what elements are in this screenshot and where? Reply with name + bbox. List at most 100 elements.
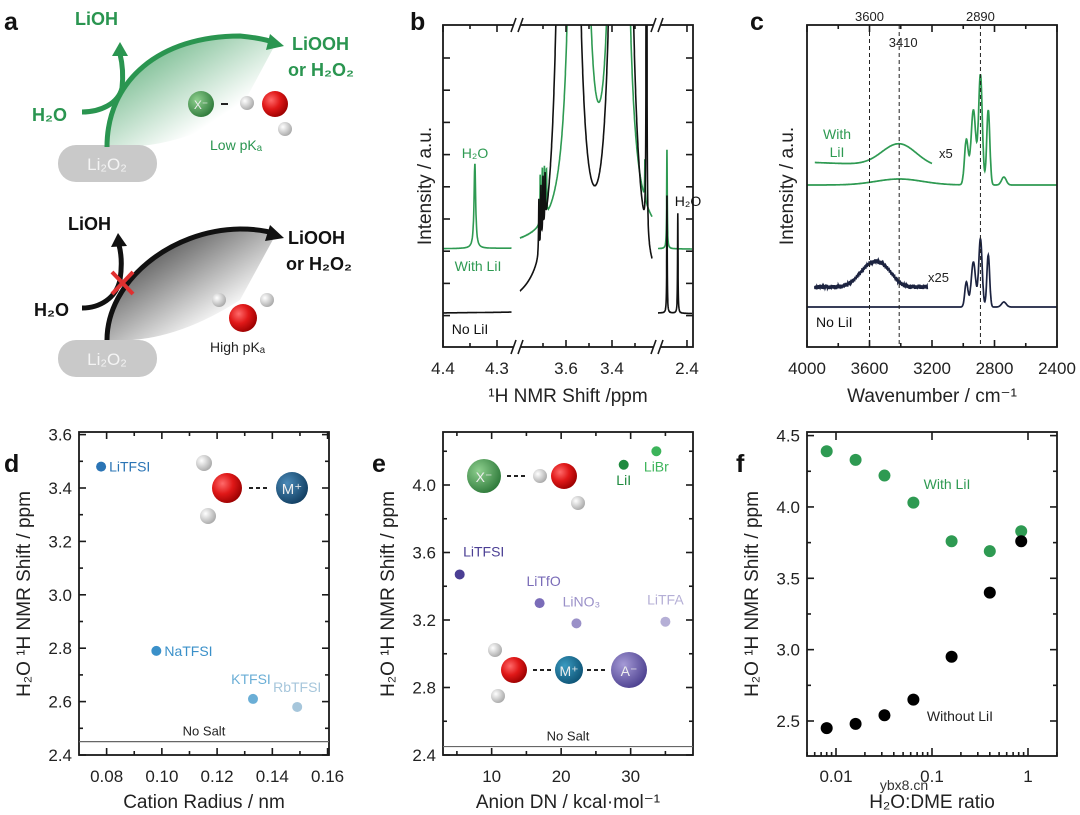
counter-anion-sphere — [611, 652, 647, 688]
x-axis-title: Wavenumber / cm⁻¹ — [847, 386, 1017, 407]
x-tick-label: 4.4 — [431, 359, 455, 378]
h2o2-label: or H₂O₂ — [288, 60, 354, 80]
cation-label: M⁺ — [282, 481, 302, 498]
h2o2-label: or H₂O₂ — [286, 254, 352, 274]
y-tick-label: 4.5 — [776, 427, 800, 446]
panel-label-a: a — [4, 8, 19, 36]
oxygen-atom — [501, 657, 527, 683]
scale-x5-label: x5 — [939, 146, 953, 161]
data-point-litfsi — [454, 569, 465, 580]
data-point-with-lii — [1015, 525, 1028, 538]
x-tick-label: 3.6 — [554, 359, 578, 378]
lioh-label: LiOH — [68, 214, 111, 234]
with-lii-label: With — [823, 126, 851, 142]
reference-line-label: 3410 — [889, 35, 918, 50]
anion-label: X⁻ — [476, 469, 493, 485]
axis-break-icon — [650, 17, 664, 33]
y-tick-label: 3.0 — [48, 586, 72, 605]
hydrogen-atom — [278, 122, 292, 136]
no-lii-label: No LiI — [816, 314, 853, 330]
panel-a-top-scheme: Li₂O₂ LiOH LiOOH or H₂O₂ H₂O X⁻ Low pKₐ — [32, 9, 354, 182]
x-tick-label: 3200 — [913, 359, 951, 378]
y-tick-label: 2.6 — [48, 693, 72, 712]
cation-sphere — [555, 656, 583, 684]
data-point-with-lii — [878, 469, 891, 482]
panel-label-c: c — [750, 8, 764, 36]
hydrogen-atom — [571, 496, 585, 510]
panel-label-e: e — [372, 450, 386, 478]
data-point-without-lii — [907, 693, 920, 706]
nmr-spectra — [443, 25, 693, 315]
x-tick-label: 3.4 — [600, 359, 624, 378]
x-tick-label: 20 — [552, 767, 571, 786]
low-pka-label: Low pKₐ — [210, 137, 263, 153]
data-point-without-lii — [878, 709, 891, 722]
h2o-peak-label: H₂O — [675, 193, 702, 209]
axis-break — [653, 22, 661, 28]
y-axis-title: H₂O ¹H NMR Shift / ppm — [742, 491, 763, 697]
anion-sphere — [467, 459, 501, 493]
axis-break — [513, 344, 521, 350]
no-salt-label: No Salt — [547, 729, 590, 744]
axis-break-icon — [650, 339, 664, 355]
watermark: ybx8.cn — [880, 777, 928, 793]
panel-b-plot-frame — [442, 24, 694, 348]
scale-x25-label: x25 — [928, 270, 949, 285]
reaction-gradient — [107, 36, 276, 148]
charts: 4.4 4.3 3.6 3.4 2.4 H₂O With LiI No LiI H₂O ¹H NM… — [14, 9, 1076, 813]
x-tick-label: 4.3 — [485, 359, 509, 378]
spectrum-no-lii-x25 — [813, 256, 929, 292]
spectrum-no-lii — [658, 195, 693, 315]
no-salt-label: No Salt — [183, 724, 226, 739]
panel-label-b: b — [410, 8, 425, 36]
data-point-libr — [651, 446, 662, 457]
y-axis-title: H₂O ¹H NMR Shift / ppm — [14, 491, 35, 697]
y-tick-label: 2.4 — [48, 746, 72, 765]
panel-label-f: f — [736, 450, 745, 478]
point-label: LiTfO — [526, 573, 560, 589]
liooh-label: LiOOH — [288, 228, 345, 248]
hydrogen-atom — [533, 469, 547, 483]
y-tick-label: 3.5 — [776, 569, 800, 588]
spectrum-with-lii — [443, 163, 512, 250]
data-point-with-lii — [820, 445, 833, 458]
oxygen-atom — [212, 473, 242, 503]
y-axis-title: H₂O ¹H NMR Shift / ppm — [378, 491, 399, 697]
data-point-with-lii — [945, 535, 958, 548]
no-lii-label: No LiI — [452, 321, 489, 337]
x-tick-label: 3600 — [851, 359, 889, 378]
spectrum-no-lii — [443, 311, 512, 314]
counter-anion-label: A⁻ — [621, 663, 638, 679]
x-tick-label: 0.14 — [256, 767, 289, 786]
x-tick-label: 1 — [1023, 767, 1032, 786]
point-label: LiTFSI — [109, 459, 150, 475]
series-label: Without LiI — [927, 708, 993, 724]
panel-c-plot-frame — [806, 24, 1058, 348]
y-axis-title: Intensity / a.u. — [415, 127, 436, 245]
data-point-without-lii — [945, 650, 958, 663]
side-reaction-arrow — [81, 53, 126, 115]
hydrogen-atom — [200, 508, 216, 524]
spectrum-with-lii — [658, 149, 692, 250]
data-point-without-lii — [1015, 535, 1028, 548]
li2o2-label: Li₂O₂ — [87, 350, 127, 369]
data-point-ktfsi — [248, 693, 259, 704]
data-point-with-lii — [983, 545, 996, 558]
y-tick-label: 2.4 — [412, 746, 436, 765]
arrowhead-icon — [265, 225, 284, 241]
x-tick-label: 0.1 — [920, 767, 944, 786]
x-tick-label: 2800 — [976, 359, 1014, 378]
panel-e-plot-frame — [442, 431, 694, 756]
hydrogen-atom — [240, 96, 254, 110]
reference-line-label: 2890 — [966, 9, 995, 24]
x-axis-title: H₂O:DME ratio — [869, 792, 995, 813]
cation-sphere — [276, 472, 308, 504]
h2o-label: H₂O — [32, 105, 67, 125]
axis-break-icon — [510, 339, 524, 355]
x-tick-label: 2.4 — [675, 359, 699, 378]
spectrum-no-lii — [519, 25, 653, 292]
reaction-arrow — [104, 33, 277, 148]
point-label: LiBr — [644, 458, 669, 474]
h2o-peak-label: H₂O — [462, 145, 489, 161]
hydrogen-atom — [212, 293, 226, 307]
